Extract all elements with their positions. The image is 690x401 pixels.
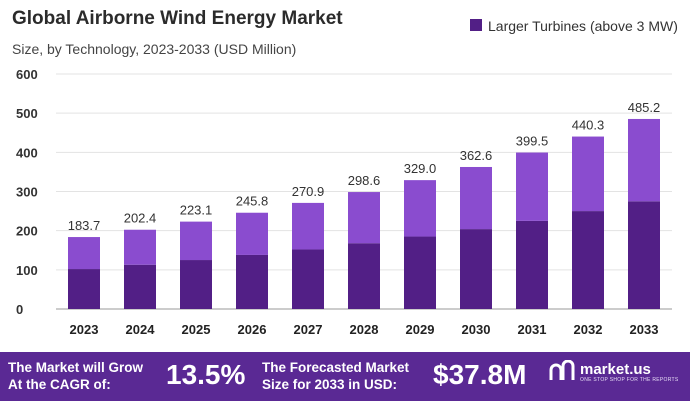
bar-segment-larger-turbines — [68, 269, 100, 309]
brand-logo: market.us ONE STOP SHOP FOR THE REPORTS — [548, 360, 679, 384]
x-tick-label: 2029 — [406, 322, 435, 337]
bar-segment-other — [124, 229, 156, 265]
bar-segment-other — [236, 212, 268, 255]
data-label: 183.7 — [68, 218, 101, 233]
y-tick-label: 300 — [16, 185, 38, 200]
y-tick-label: 600 — [16, 67, 38, 82]
bar-segment-other — [292, 202, 324, 250]
brand-tagline: ONE STOP SHOP FOR THE REPORTS — [580, 376, 679, 383]
bar-segment-larger-turbines — [124, 264, 156, 309]
chart-title: Global Airborne Wind Energy Market — [12, 8, 343, 29]
x-tick-label: 2030 — [462, 322, 491, 337]
x-tick-label: 2031 — [518, 322, 547, 337]
grow-text-line2: At the CAGR of: — [8, 377, 111, 392]
bar-segment-other — [572, 136, 604, 212]
bar-chart: 0 100 200 300 400 500 600 183.7 2023 202.4 2024 223… — [16, 67, 672, 337]
legend: Larger Turbines (above 3 MW) — [470, 16, 680, 36]
data-label: 223.1 — [180, 203, 213, 218]
bar-segment-other — [628, 118, 660, 202]
bar-segment-larger-turbines — [628, 201, 660, 309]
x-tick-label: 2028 — [350, 322, 379, 337]
y-tick-label: 200 — [16, 224, 38, 239]
y-tick-label: 100 — [16, 263, 38, 278]
bar-segment-larger-turbines — [460, 229, 492, 309]
forecast-value: $37.8M — [433, 359, 527, 390]
data-label: 485.2 — [628, 100, 661, 115]
y-tick-label: 0 — [16, 302, 23, 317]
bar-segment-larger-turbines — [516, 220, 548, 309]
data-label: 245.8 — [236, 194, 269, 209]
market-us-logo-icon — [549, 360, 575, 380]
brand-name: market.us — [580, 360, 651, 378]
footer-banner: The Market will Grow At the CAGR of: 13.… — [0, 352, 690, 401]
x-tick-label: 2024 — [126, 322, 156, 337]
x-tick-label: 2027 — [294, 322, 323, 337]
data-label: 298.6 — [348, 173, 381, 188]
bar-segment-larger-turbines — [348, 243, 380, 309]
data-label: 202.4 — [124, 211, 157, 226]
x-tick-label: 2023 — [70, 322, 99, 337]
bar-segment-other — [180, 221, 212, 261]
data-label: 270.9 — [292, 184, 325, 199]
bar-segment-other — [348, 192, 380, 244]
y-tick-label: 500 — [16, 106, 38, 121]
x-tick-label: 2025 — [182, 322, 211, 337]
bar-segment-larger-turbines — [404, 236, 436, 309]
bar-segment-larger-turbines — [292, 249, 324, 309]
bar-segment-other — [516, 152, 548, 221]
grow-text: The Market will Grow At the CAGR of: — [8, 359, 143, 393]
cagr-value: 13.5% — [166, 359, 246, 390]
legend-label: Larger Turbines (above 3 MW) — [488, 18, 678, 34]
bar-segment-other — [460, 166, 492, 230]
bar-segment-other — [404, 180, 436, 237]
bar-segment-larger-turbines — [236, 254, 268, 309]
bar-segment-larger-turbines — [180, 260, 212, 309]
bar-segment-other — [68, 237, 100, 270]
x-tick-label: 2032 — [574, 322, 603, 337]
forecast-text: The Forecasted Market Size for 2033 in U… — [262, 359, 409, 393]
chart-subtitle: Size, by Technology, 2023-2033 (USD Mill… — [12, 41, 297, 57]
data-label: 440.3 — [572, 118, 605, 133]
data-label: 329.0 — [404, 161, 437, 176]
grow-text-line1: The Market will Grow — [8, 360, 144, 375]
forecast-text-line2: Size for 2033 in USD: — [262, 377, 398, 392]
data-label: 362.6 — [460, 148, 493, 163]
x-tick-label: 2033 — [630, 322, 659, 337]
y-tick-label: 400 — [16, 145, 38, 160]
data-label: 399.5 — [516, 134, 549, 149]
bar-segment-larger-turbines — [572, 211, 604, 309]
forecast-text-line1: The Forecasted Market — [262, 360, 410, 375]
x-tick-label: 2026 — [238, 322, 267, 337]
legend-swatch — [470, 19, 482, 31]
